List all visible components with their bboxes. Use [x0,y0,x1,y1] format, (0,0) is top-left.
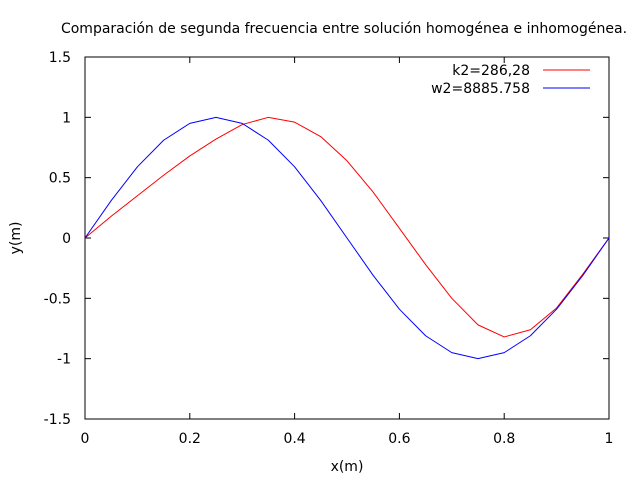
y-tick-label: 1.5 [49,50,71,66]
x-axis-label: x(m) [331,459,364,475]
legend-label-1: k2=286,28 [452,63,530,79]
series-layer [84,116,610,360]
y-tick-label: -1.5 [44,412,71,428]
series-line-1 [84,116,610,338]
y-tick-label: 1 [62,110,71,126]
y-tick-label: 0 [62,231,71,247]
legend: k2=286,28 w2=8885.758 [431,63,590,97]
x-tick-label: 0.8 [493,431,515,447]
y-tick-label: 0.5 [49,171,71,187]
chart-title: Comparación de segunda frecuencia entre … [61,21,627,37]
x-tick-label: 0.4 [283,431,305,447]
series-line-2 [84,116,610,360]
ticks-layer: 0 0.2 0.4 0.6 0.8 1 -1.5 -1 -0.5 0 0.5 1 1.5 [44,50,614,447]
y-tick-label: -1 [57,352,71,368]
y-axis-label: y(m) [8,222,24,255]
x-tick-label: 0 [81,431,90,447]
x-tick-label: 0.2 [179,431,201,447]
legend-label-2: w2=8885.758 [431,81,530,97]
x-tick-label: 1 [605,431,614,447]
y-tick-label: -0.5 [44,291,71,307]
x-tick-label: 0.6 [388,431,410,447]
